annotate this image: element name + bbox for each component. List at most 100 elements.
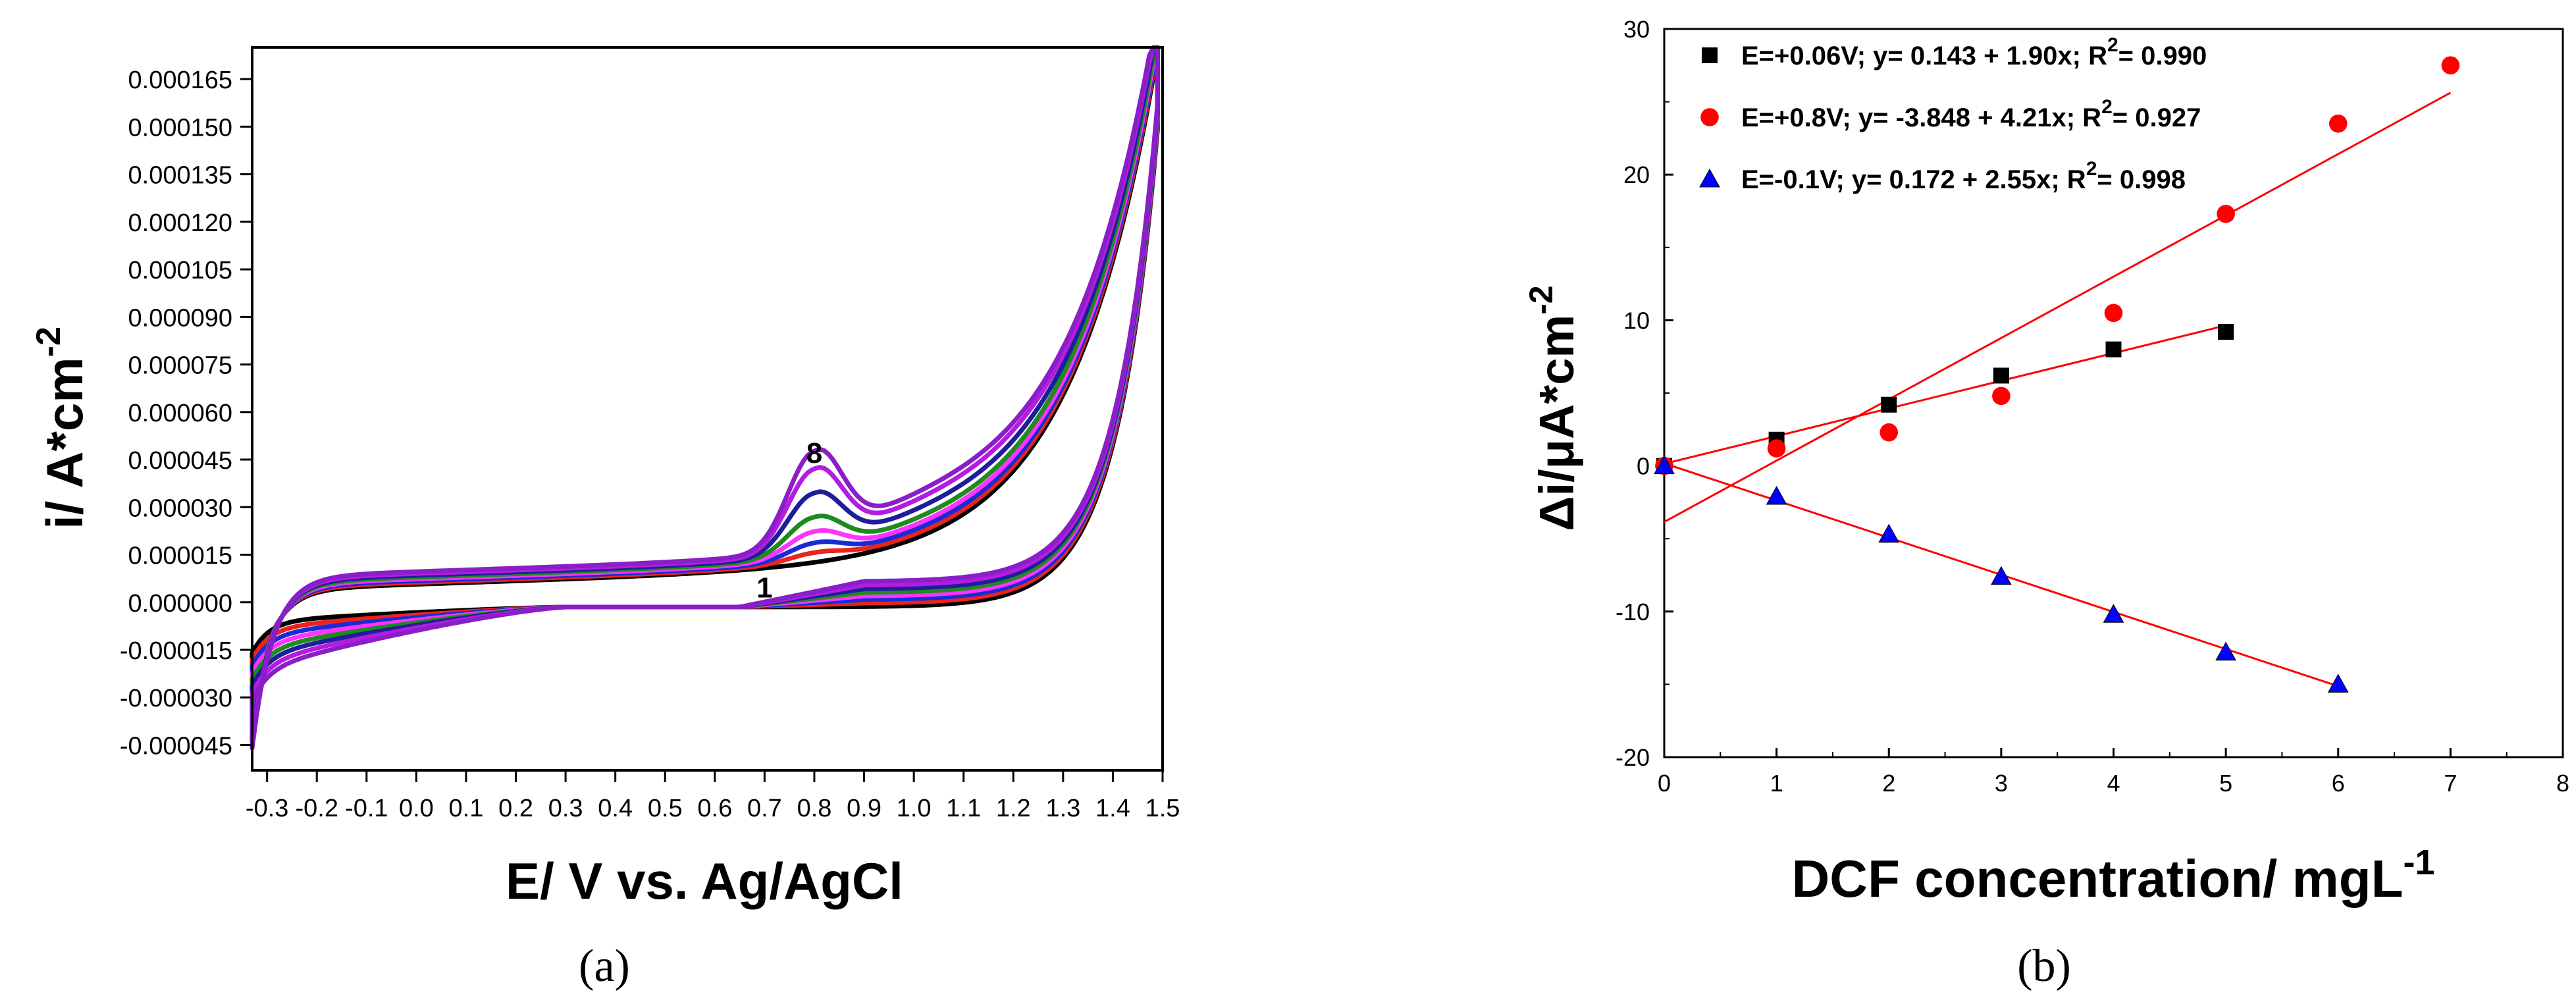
panel-b-legend-entry: E=-0.1V; y= 0.172 + 2.55x; R2= 0.998 <box>1741 158 2186 194</box>
panel-a-x-tick-label: -0.3 <box>246 795 288 822</box>
panel-a-y-tick-label: -0.000030 <box>120 685 232 712</box>
panel-b-x-tick-label: 8 <box>2556 770 2569 797</box>
panel-b-legend-sup: 2 <box>2101 96 2113 118</box>
panel-b-point-triangle <box>1878 523 1900 543</box>
panel-a-y-tick-label: 0.000165 <box>128 66 233 94</box>
panel-b-fit-line-E=+0.06V <box>1664 324 2226 465</box>
panel-b-point-circle <box>1767 439 1786 458</box>
panel-b-x-tick-label: 2 <box>1882 770 1895 797</box>
panel-a-scan-label: 1 <box>756 572 772 604</box>
panel-b-legend-sup: 2 <box>2086 158 2097 180</box>
panel-b-legend-marker-triangle <box>1699 168 1720 188</box>
panel-a-x-tick-label: 1.4 <box>1095 795 1130 822</box>
panel-b-legend-tail: = 0.998 <box>2097 165 2186 194</box>
panel-a-x-tick-label: 0.7 <box>747 795 782 822</box>
panel-b-point-triangle <box>2327 674 2349 693</box>
panel-a-x-tick-label: 0.8 <box>797 795 832 822</box>
panel-b-point-circle <box>2217 205 2235 223</box>
panel-b-legend-entry: E=+0.06V; y= 0.143 + 1.90x; R2= 0.990 <box>1741 34 2207 70</box>
panel-a-x-tick-label: -0.2 <box>296 795 338 822</box>
panel-a-curves <box>250 45 1160 751</box>
panel-a-y-tick-label: 0.000060 <box>128 400 233 427</box>
panel-a-y-tick-label: 0.000030 <box>128 494 233 522</box>
panel-b-legend-tail: = 0.990 <box>2118 41 2207 70</box>
panel-b-point-triangle <box>1991 566 2012 585</box>
panel-b-x-tick-label: 1 <box>1770 770 1783 797</box>
panel-a-x-tick-label: 0.0 <box>399 795 434 822</box>
panel-a-x-tick-label: 1.0 <box>897 795 932 822</box>
panel-b-point-circle <box>1879 423 1899 442</box>
panel-a-x-tick-label: 0.5 <box>648 795 683 822</box>
panel-b-x-axis-label-main: DCF concentration/ mgL <box>1792 849 2404 908</box>
panel-a-plot-frame <box>251 46 1164 772</box>
panel-a-x-tick-label: 0.9 <box>847 795 881 822</box>
panel-a-caption: (a) <box>579 941 630 992</box>
panel-b-calibration-plot: 0 1 2 3 4 5 6 7 8 -20 -10 0 10 20 30 E=+0.06V; y= 0.1… <box>1523 16 2569 992</box>
panel-b-x-axis-label: DCF concentration/ mgL-1 <box>1792 843 2435 908</box>
panel-b-x-tick-label: 5 <box>2219 770 2232 797</box>
panel-a-cyclic-voltammogram: -0.3 -0.2 -0.1 0.0 0.1 0.2 0.3 0.4 0.5 0.6 0.7 0.8 0… <box>30 45 1180 992</box>
panel-a-y-tick-label: 0.000015 <box>128 543 233 570</box>
panel-a-y-tick-label: -0.000045 <box>120 732 232 760</box>
panel-a-y-axis-label: i/ A*cm-2 <box>30 327 93 529</box>
panel-b-legend-entry: E=+0.8V; y= -3.848 + 4.21x; R2= 0.927 <box>1741 96 2201 132</box>
panel-a-y-tick-label: 0.000105 <box>128 257 233 284</box>
panel-a-x-tick-label: 1.3 <box>1045 795 1080 822</box>
panel-b-legend-tail: = 0.927 <box>2113 103 2201 132</box>
panel-b-point-circle <box>2441 56 2460 75</box>
panel-a-annotations: 81 <box>756 437 822 604</box>
panel-b-x-tick-label: 6 <box>2332 770 2345 797</box>
panel-b-legend-text: E=+0.8V; y= -3.848 + 4.21x; R <box>1741 103 2101 132</box>
panel-b-y-axis-label: Δi/μA*cm-2 <box>1523 285 1584 531</box>
panel-a-y-tick-label: 0.000090 <box>128 304 233 332</box>
panel-a-y-tick-label: -0.000015 <box>120 637 232 665</box>
panel-b-point-square <box>2218 324 2234 340</box>
panel-b-y-tick-label: 0 <box>1637 453 1650 480</box>
panel-b-legend-marker-square <box>1702 47 1718 63</box>
panel-a-x-tick-label: 0.1 <box>449 795 484 822</box>
panel-b-y-tick-label: -10 <box>1616 598 1650 625</box>
panel-b-y-axis-label-main: Δi/μA*cm <box>1529 315 1584 531</box>
panel-b-legend-marker-circle <box>1700 108 1719 126</box>
panel-b-y-axis-ticks: -20 -10 0 10 20 30 <box>1616 16 1673 771</box>
panel-b-point-triangle <box>1654 455 1675 475</box>
panel-b-point-circle <box>1992 386 2011 406</box>
panel-a-y-tick-label: 0.000000 <box>128 590 233 618</box>
panel-a-y-tick-label: 0.000075 <box>128 352 233 380</box>
panel-b-x-axis-label-sup: -1 <box>2403 843 2434 882</box>
panel-b-point-square <box>1881 396 1897 413</box>
panel-a-y-axis-label-main: i/ A*cm <box>36 357 93 529</box>
panel-a-scan-label: 8 <box>806 437 822 469</box>
panel-b-point-triangle <box>2103 604 2124 623</box>
panel-a-x-axis-ticks: -0.3 -0.2 -0.1 0.0 0.1 0.2 0.3 0.4 0.5 0.6 0.7 0.8 0… <box>246 770 1180 822</box>
panel-b-caption: (b) <box>2017 941 2071 992</box>
panel-b-y-tick-label: 20 <box>1623 161 1650 188</box>
panel-a-y-tick-label: 0.000150 <box>128 114 233 142</box>
panel-a-cv-curve-8 <box>250 45 1160 751</box>
panel-b-x-tick-label: 7 <box>2444 770 2457 797</box>
panel-b-point-triangle <box>2215 641 2236 661</box>
panel-b-data-points <box>1654 56 2460 693</box>
panel-a-y-tick-label: 0.000135 <box>128 162 233 190</box>
panel-b-y-axis-label-sup: -2 <box>1523 285 1560 314</box>
panel-a-x-axis-label: E/ V vs. Ag/AgCl <box>506 852 903 910</box>
panel-b-legend-sup: 2 <box>2107 34 2118 56</box>
panel-a-x-tick-label: -0.1 <box>345 795 388 822</box>
panel-b-legend-text: E=+0.06V; y= 0.143 + 1.90x; R <box>1741 41 2107 70</box>
panel-a-x-tick-label: 0.6 <box>697 795 732 822</box>
panel-a-x-tick-label: 1.5 <box>1145 795 1180 822</box>
panel-b-y-tick-label: 10 <box>1623 307 1650 334</box>
panel-a-y-axis-label-sup: -2 <box>30 327 68 357</box>
panel-a-y-tick-label: 0.000120 <box>128 209 233 237</box>
panel-b-point-circle <box>2104 304 2123 323</box>
panel-a-x-tick-label: 1.1 <box>946 795 981 822</box>
panel-b-point-circle <box>2328 114 2348 133</box>
panel-a-x-tick-label: 0.3 <box>548 795 583 822</box>
panel-b-point-square <box>1993 367 2009 384</box>
panel-a-x-tick-label: 0.2 <box>498 795 533 822</box>
panel-b-legend-text: E=-0.1V; y= 0.172 + 2.55x; R <box>1741 165 2086 194</box>
panel-b-x-tick-label: 4 <box>2107 770 2120 797</box>
panel-b-point-triangle <box>1766 486 1787 505</box>
